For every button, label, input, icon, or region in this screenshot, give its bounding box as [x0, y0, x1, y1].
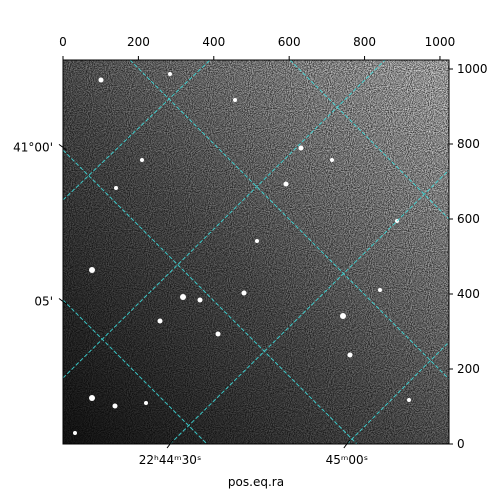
x-tick-label: 0 — [59, 35, 67, 49]
wcs-grid — [63, 60, 449, 444]
x-tick-label: 200 — [127, 35, 150, 49]
y-tick-label: 400 — [457, 287, 480, 301]
y-tick-label: 200 — [457, 362, 480, 376]
stars — [73, 72, 411, 435]
frame — [62, 59, 450, 445]
y-tick-label: 800 — [457, 137, 480, 151]
wcs-x-tick — [343, 439, 351, 449]
x-tick-label: 600 — [278, 35, 301, 49]
y-tick-label: 0 — [457, 437, 465, 451]
x-tick-label: 800 — [353, 35, 376, 49]
wcs-x-tick-label: 22ʰ44ᵐ30ˢ — [139, 453, 202, 467]
y-tick-label: 600 — [457, 212, 480, 226]
wcs-x-tick-label: 45ᵐ00ˢ — [326, 453, 369, 467]
wcs-y-tick-label: 05' — [34, 295, 53, 309]
x-tick-label: 400 — [202, 35, 225, 49]
sky-image — [63, 60, 449, 444]
x-axis-label: pos.eq.ra — [228, 475, 284, 489]
y-tick-label: 1000 — [457, 62, 488, 76]
wcs-y-tick — [58, 298, 68, 305]
wcs-y-tick — [58, 143, 68, 151]
x-tick-label: 1000 — [425, 35, 456, 49]
wcs-y-tick-label: 41°00' — [13, 140, 53, 154]
wcs-x-tick — [166, 439, 174, 449]
